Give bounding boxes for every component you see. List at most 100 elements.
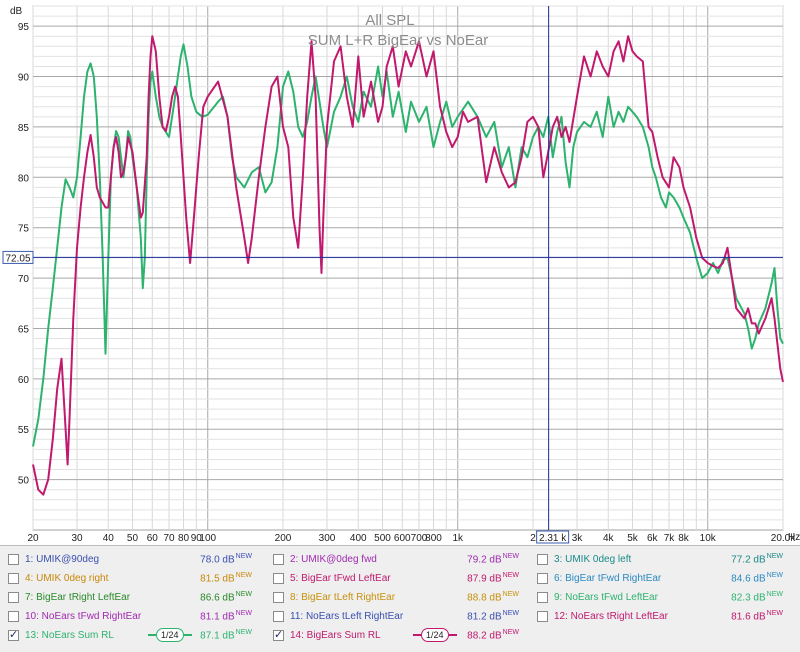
x-tick-label: 300 bbox=[319, 533, 336, 544]
legend-value-text: 81.5 dB bbox=[200, 573, 235, 585]
new-tag: NEW bbox=[502, 553, 519, 560]
y-tick-label: 85 bbox=[18, 123, 30, 134]
legend-value-text: 81.1 dB bbox=[200, 611, 235, 623]
legend-item-value: 77.2 dBNEW bbox=[731, 553, 783, 565]
legend-value-text: 87.1 dB bbox=[200, 630, 235, 642]
legend-item[interactable]: 10: NoEars tFwd RightEar bbox=[8, 607, 141, 625]
legend-item[interactable]: 1: UMIK@90deg bbox=[8, 550, 99, 568]
y-tick-label: 50 bbox=[18, 476, 30, 487]
x-tick-label: 100 bbox=[199, 533, 216, 544]
x-tick-label: 2 bbox=[530, 533, 536, 544]
legend-item-value: 78.0 dBNEW bbox=[200, 553, 252, 565]
legend-checkbox[interactable] bbox=[537, 591, 548, 603]
new-tag: NEW bbox=[766, 553, 783, 560]
legend-item[interactable]: 2: UMIK@0deg fwd bbox=[273, 550, 377, 568]
legend-item-value: 87.9 dBNEW bbox=[467, 572, 519, 584]
legend-value-text: 86.6 dB bbox=[200, 592, 235, 604]
legend-item-label: 14: BigEars Sum RL bbox=[290, 629, 381, 641]
legend-item[interactable]: 4: UMIK 0deg right bbox=[8, 569, 108, 587]
x-tick-label: 70 bbox=[163, 533, 175, 544]
x-tick-label: 800 bbox=[425, 533, 442, 544]
legend-item[interactable]: 8: BigEar tLeft RightEar bbox=[273, 588, 395, 606]
legend-checkbox[interactable] bbox=[537, 572, 548, 584]
legend-checkbox[interactable] bbox=[8, 572, 19, 584]
legend-item-value: 84.6 dBNEW bbox=[731, 572, 783, 584]
legend-checkbox[interactable] bbox=[8, 591, 19, 603]
legend-item-value: 86.6 dBNEW bbox=[200, 591, 252, 603]
legend-item[interactable]: 6: BigEar tFwd RightEar bbox=[537, 569, 661, 587]
legend-item-label: 1: UMIK@90deg bbox=[25, 553, 100, 565]
y-tick-label: 75 bbox=[18, 224, 30, 235]
legend-item-value: 88.2 dBNEW bbox=[467, 629, 519, 641]
legend-item[interactable]: 11: NoEars tLeft RightEar bbox=[273, 607, 403, 625]
series-line-14-bigears-sum-rl bbox=[32, 35, 784, 496]
x-tick-label: 8k bbox=[678, 533, 690, 544]
legend-item-label: 9: NoEars tFwd LeftEar bbox=[554, 591, 658, 603]
cursor-y-readout-box bbox=[2, 250, 34, 264]
new-tag: NEW bbox=[502, 572, 519, 579]
legend-checkbox[interactable] bbox=[273, 572, 284, 584]
legend-item-value: 81.1 dBNEW bbox=[200, 610, 252, 622]
new-tag: NEW bbox=[235, 572, 252, 579]
smoothing-indicator[interactable]: 1/24 bbox=[148, 628, 192, 642]
x-tick-label: 20 bbox=[27, 533, 39, 544]
legend-checkbox[interactable] bbox=[273, 628, 284, 641]
legend-item[interactable]: 13: NoEars Sum RL bbox=[8, 626, 114, 644]
y-tick-label: 80 bbox=[18, 173, 30, 184]
x-tick-label: 7k bbox=[664, 533, 676, 544]
legend-value-text: 81.2 dB bbox=[467, 611, 502, 623]
x-tick-label: 500 bbox=[374, 533, 391, 544]
x-tick-label: 80 bbox=[178, 533, 190, 544]
series-layer bbox=[32, 35, 784, 496]
x-tick-label: 3k bbox=[572, 533, 584, 544]
x-tick-label: 5k bbox=[627, 533, 639, 544]
new-tag: NEW bbox=[235, 553, 252, 560]
x-tick-label: 6k bbox=[647, 533, 659, 544]
legend-item[interactable]: 9: NoEars tFwd LeftEar bbox=[537, 588, 658, 606]
smoothing-indicator[interactable]: 1/24 bbox=[413, 628, 457, 642]
legend-checkbox[interactable] bbox=[8, 610, 19, 622]
legend-checkbox[interactable] bbox=[8, 553, 19, 565]
legend-checkbox[interactable] bbox=[537, 610, 548, 622]
legend-checkbox[interactable] bbox=[8, 628, 19, 641]
x-tick-label: 90 bbox=[191, 533, 203, 544]
legend-value-text: 78.0 dB bbox=[200, 554, 235, 566]
legend-item-value: 81.6 dBNEW bbox=[731, 610, 783, 622]
new-tag: NEW bbox=[235, 629, 252, 636]
legend-item-value: 79.2 dBNEW bbox=[467, 553, 519, 565]
legend-item[interactable]: 7: BigEar tRight LeftEar bbox=[8, 588, 130, 606]
new-tag: NEW bbox=[235, 591, 252, 598]
legend-checkbox[interactable] bbox=[273, 553, 284, 565]
legend-checkbox[interactable] bbox=[273, 591, 284, 603]
legend-item[interactable]: 14: BigEars Sum RL bbox=[273, 626, 381, 644]
legend-item-label: 2: UMIK@0deg fwd bbox=[290, 553, 377, 565]
legend-item-label: 4: UMIK 0deg right bbox=[25, 572, 109, 584]
legend-item-value: 88.8 dBNEW bbox=[467, 591, 519, 603]
spl-plot[interactable]: 72.05 2.31 k 50 55 60 65 70 75 80 85 90 95 20 30 40 50… bbox=[0, 0, 800, 545]
legend-item[interactable]: 5: BigEar tFwd LeftEar bbox=[273, 569, 391, 587]
legend-item[interactable]: 12: NoEars tRight LeftEar bbox=[537, 607, 668, 625]
cursor-x-readout-box bbox=[536, 530, 570, 544]
legend-checkbox[interactable] bbox=[273, 610, 284, 622]
y-tick-label: 90 bbox=[18, 73, 30, 84]
legend-value-text: 79.2 dB bbox=[467, 554, 502, 566]
new-tag: NEW bbox=[766, 610, 783, 617]
y-axis-label: dB bbox=[10, 6, 23, 17]
smoothing-label: 1/24 bbox=[156, 628, 184, 642]
new-tag: NEW bbox=[766, 572, 783, 579]
legend-value-text: 77.2 dB bbox=[731, 554, 766, 566]
new-tag: NEW bbox=[766, 591, 783, 598]
legend-item[interactable]: 3: UMIK 0deg left bbox=[537, 550, 631, 568]
measurement-legend: 1: UMIK@90deg 78.0 dBNEW 2: UMIK@0deg fwd 7… bbox=[0, 545, 800, 652]
smoothing-stub bbox=[183, 634, 192, 636]
legend-item-label: 8: BigEar tLeft RightEar bbox=[290, 591, 396, 603]
spl-chart[interactable]: 72.05 2.31 k 50 55 60 65 70 75 80 85 90 95 20 30 40 50… bbox=[0, 0, 800, 545]
x-tick-label: 50 bbox=[127, 533, 139, 544]
y-tick-label: 95 bbox=[18, 22, 30, 33]
legend-value-text: 87.9 dB bbox=[467, 573, 502, 585]
legend-item-label: 11: NoEars tLeft RightEar bbox=[290, 610, 404, 622]
smoothing-label: 1/24 bbox=[421, 628, 449, 642]
cursor-layer[interactable]: 72.05 2.31 k bbox=[2, 6, 783, 544]
new-tag: NEW bbox=[502, 629, 519, 636]
legend-checkbox[interactable] bbox=[537, 553, 548, 565]
